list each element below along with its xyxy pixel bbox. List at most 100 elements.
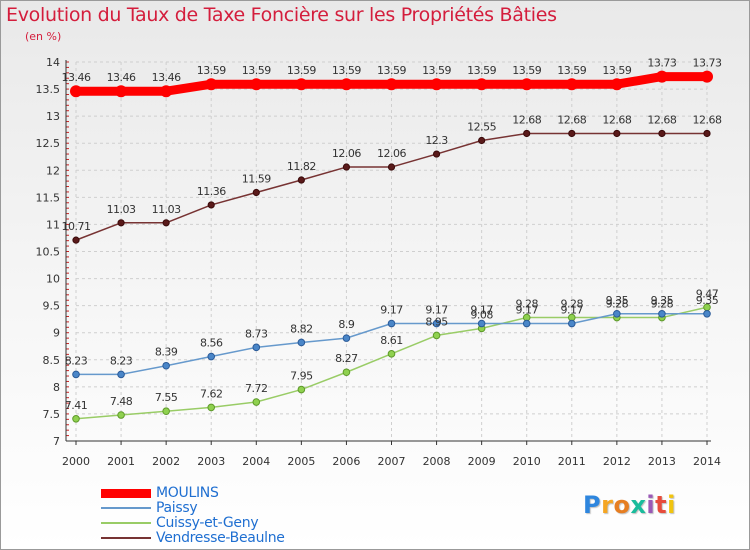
- data-point-vendresse-beaulne: [478, 136, 486, 145]
- data-label-vendresse-beaulne: 12.55: [467, 121, 496, 134]
- data-point-paissy: [252, 343, 261, 352]
- data-point-vendresse-beaulne: [658, 129, 666, 138]
- data-point-paissy: [297, 338, 306, 347]
- data-point-vendresse-beaulne: [523, 129, 531, 138]
- series-layer: [70, 70, 713, 423]
- data-point-moulins: [160, 85, 173, 98]
- data-label-moulins: 13.59: [377, 64, 406, 77]
- data-point-cuissy-et-geny: [252, 398, 261, 406]
- series-moulins: [70, 70, 713, 98]
- data-point-paissy: [117, 370, 125, 379]
- data-label-paissy: 8.56: [200, 337, 223, 350]
- data-label-cuissy-et-geny: 9.28: [606, 298, 629, 311]
- series-vendresse-beaulne: [72, 129, 711, 244]
- legend-item-paissy: Paissy: [101, 501, 198, 515]
- data-label-moulins: 13.59: [602, 64, 631, 77]
- data-label-moulins: 13.73: [693, 57, 722, 70]
- y-tick-label: 12: [46, 164, 60, 177]
- y-tick-label: 11.5: [36, 191, 61, 204]
- data-label-moulins: 13.73: [647, 57, 676, 70]
- data-label-moulins: 13.59: [557, 64, 586, 77]
- data-point-cuissy-et-geny: [387, 350, 396, 358]
- legend-swatch-paissy: [101, 507, 151, 509]
- data-label-moulins: 13.59: [242, 64, 271, 77]
- data-label-vendresse-beaulne: 12.68: [557, 113, 586, 126]
- logo-letter: P: [583, 491, 602, 519]
- data-point-paissy: [387, 319, 396, 328]
- x-tick-label: 2002: [152, 455, 180, 468]
- legend-item-vendresse-beaulne: Vendresse-Beaulne: [101, 531, 285, 545]
- logo-letter: o: [613, 491, 631, 519]
- y-tick-label: 11: [46, 218, 60, 231]
- data-label-cuissy-et-geny: 7.62: [200, 387, 223, 400]
- data-point-paissy: [72, 370, 80, 379]
- data-point-vendresse-beaulne: [117, 219, 125, 227]
- legend-swatch-moulins: [101, 488, 151, 498]
- logo-letter: i: [667, 491, 676, 519]
- data-label-moulins: 13.46: [62, 71, 91, 84]
- data-label-vendresse-beaulne: 11.82: [287, 160, 316, 173]
- data-label-cuissy-et-geny: 7.72: [245, 382, 268, 395]
- data-label-cuissy-et-geny: 8.27: [335, 352, 358, 365]
- y-tick-label: 9.5: [43, 300, 61, 313]
- data-point-moulins: [70, 85, 82, 98]
- data-point-vendresse-beaulne: [162, 219, 170, 227]
- x-tick-label: 2013: [648, 455, 676, 468]
- y-tick-label: 9: [53, 327, 60, 340]
- x-tick-label: 2008: [423, 455, 451, 468]
- data-point-moulins: [340, 78, 353, 91]
- data-point-paissy: [703, 309, 711, 318]
- data-point-vendresse-beaulne: [72, 236, 80, 244]
- x-tick-label: 2007: [378, 455, 406, 468]
- data-label-cuissy-et-geny: 8.61: [380, 334, 403, 347]
- data-point-cuissy-et-geny: [342, 368, 351, 377]
- data-label-cuissy-et-geny: 9.28: [651, 298, 674, 311]
- data-point-moulins: [385, 78, 398, 91]
- legend-label-vendresse-beaulne: Vendresse-Beaulne: [156, 530, 285, 546]
- data-label-moulins: 13.46: [107, 71, 136, 84]
- data-label-vendresse-beaulne: 12.68: [693, 113, 722, 126]
- data-label-moulins: 13.59: [422, 64, 451, 77]
- data-label-moulins: 13.46: [152, 71, 181, 84]
- data-label-cuissy-et-geny: 9.28: [515, 298, 538, 311]
- data-label-paissy: 8.23: [110, 354, 133, 367]
- data-point-cuissy-et-geny: [207, 403, 216, 412]
- legend-label-moulins: MOULINS: [156, 485, 219, 501]
- x-tick-label: 2000: [62, 455, 90, 468]
- axis-layer: 7 7.5 8 8.5 9 9.5 10 10.5 11 11.5 12 12.5 13 13.5 14 20…: [36, 56, 722, 468]
- data-label-paissy: 9.17: [561, 304, 584, 317]
- y-tick-label: 14: [46, 56, 60, 69]
- data-label-vendresse-beaulne: 12.06: [332, 147, 361, 160]
- data-point-vendresse-beaulne: [387, 163, 396, 171]
- data-label-paissy: 9.35: [696, 294, 719, 307]
- x-tick-label: 2011: [558, 455, 586, 468]
- data-label-cuissy-et-geny: 7.41: [65, 399, 88, 412]
- data-point-vendresse-beaulne: [207, 201, 215, 209]
- data-label-cuissy-et-geny: 7.95: [290, 370, 313, 383]
- data-label-cuissy-et-geny: 8.95: [425, 315, 448, 328]
- data-point-paissy: [567, 319, 576, 328]
- legend-label-cuissy-et-geny: Cuissy-et-Geny: [156, 515, 259, 531]
- logo-letter: x: [630, 491, 647, 519]
- data-point-moulins: [115, 85, 128, 98]
- data-label-vendresse-beaulne: 12.3: [425, 134, 448, 147]
- data-label-vendresse-beaulne: 12.68: [647, 113, 676, 126]
- data-label-cuissy-et-geny: 9.28: [561, 298, 584, 311]
- legend-swatch-cuissy-et-geny: [101, 522, 151, 524]
- data-label-paissy: 8.9: [338, 318, 354, 331]
- data-label-moulins: 13.59: [287, 64, 316, 77]
- data-point-moulins: [701, 70, 713, 83]
- data-label-vendresse-beaulne: 11.03: [107, 203, 136, 216]
- y-tick-label: 8.5: [43, 354, 61, 367]
- data-point-cuissy-et-geny: [162, 407, 170, 416]
- data-point-moulins: [205, 78, 218, 91]
- data-label-cuissy-et-geny: 9.08: [470, 308, 493, 321]
- data-point-paissy: [162, 361, 170, 370]
- y-tick-label: 7.5: [43, 408, 61, 421]
- data-label-vendresse-beaulne: 11.03: [152, 203, 181, 216]
- data-label-paissy: 8.82: [290, 322, 313, 335]
- data-point-vendresse-beaulne: [432, 150, 441, 158]
- proxiti-logo: Proxiti: [583, 491, 676, 519]
- data-label-vendresse-beaulne: 12.68: [602, 113, 631, 126]
